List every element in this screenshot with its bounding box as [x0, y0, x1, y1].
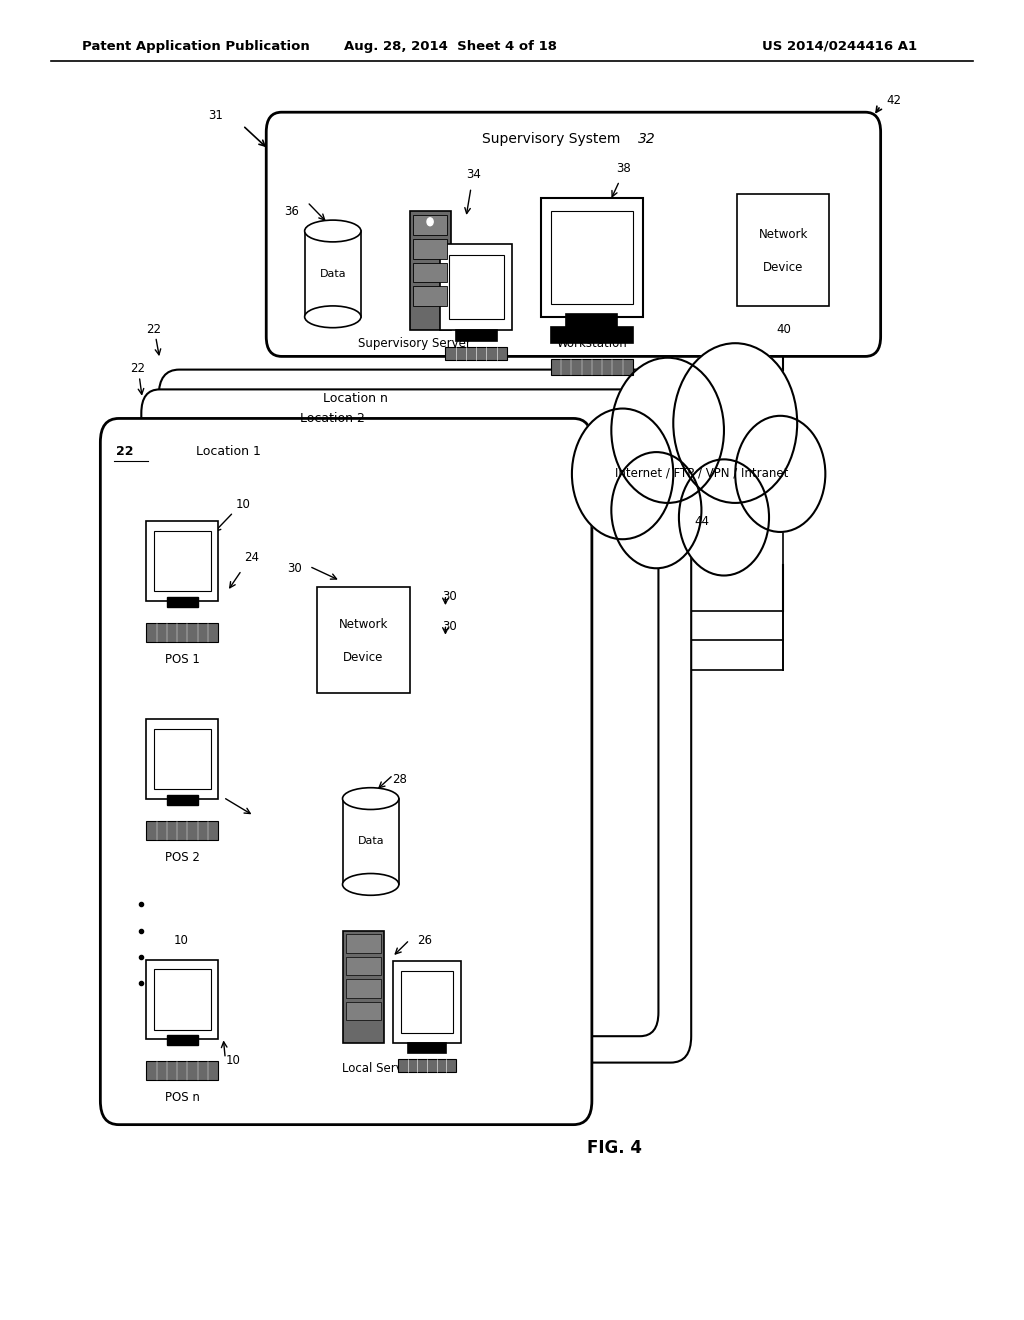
Text: 44: 44 [694, 515, 709, 528]
Bar [413, 239, 447, 259]
Circle shape [611, 358, 724, 503]
Bar [343, 931, 384, 1043]
Bar [551, 327, 633, 343]
Text: 22: 22 [146, 322, 162, 335]
Text: 30: 30 [288, 561, 302, 574]
Bar [346, 1002, 381, 1020]
Text: 10: 10 [236, 498, 251, 511]
Ellipse shape [305, 306, 361, 327]
Text: Location 1: Location 1 [196, 445, 261, 458]
Text: 32: 32 [638, 132, 656, 145]
Text: Data: Data [319, 269, 346, 279]
Bar [146, 521, 218, 601]
Text: Location 2: Location 2 [300, 412, 366, 425]
Text: Local Server: Local Server [342, 1061, 416, 1074]
Bar [154, 969, 211, 1030]
Text: Patent Application Publication: Patent Application Publication [82, 40, 309, 53]
Text: Location n: Location n [324, 392, 388, 405]
Text: Workstation: Workstation [556, 337, 628, 350]
Circle shape [611, 451, 701, 568]
Bar [445, 347, 507, 360]
FancyBboxPatch shape [100, 418, 592, 1125]
Bar [440, 244, 512, 330]
Bar [346, 935, 381, 953]
Bar [146, 719, 218, 799]
Text: 26: 26 [417, 933, 432, 946]
Text: 24: 24 [244, 550, 259, 564]
Text: FIG. 4: FIG. 4 [587, 1139, 642, 1158]
Bar [413, 263, 447, 282]
Bar [400, 972, 454, 1032]
Bar [737, 194, 829, 306]
Bar [551, 359, 633, 375]
Text: 38: 38 [616, 161, 631, 174]
Text: 10: 10 [174, 933, 189, 946]
Bar [342, 799, 398, 884]
Bar [146, 821, 218, 840]
Text: US 2014/0244416 A1: US 2014/0244416 A1 [762, 40, 918, 53]
Bar [541, 198, 643, 317]
Bar [413, 215, 447, 235]
Text: 34: 34 [466, 168, 481, 181]
Text: Internet / FTP / VPN / Intranet: Internet / FTP / VPN / Intranet [614, 466, 788, 479]
Bar [566, 314, 617, 330]
Bar [146, 623, 218, 642]
Bar [146, 960, 218, 1039]
Text: 31: 31 [208, 108, 223, 121]
Bar [154, 531, 211, 591]
Bar [146, 1061, 218, 1080]
Text: Network: Network [759, 228, 808, 240]
Circle shape [427, 218, 433, 226]
Circle shape [679, 459, 769, 576]
Ellipse shape [342, 788, 399, 809]
Text: 22: 22 [130, 362, 145, 375]
Text: 30: 30 [442, 619, 457, 632]
Text: Network: Network [339, 618, 388, 631]
Text: Supervisory Server: Supervisory Server [358, 337, 471, 350]
Text: Data: Data [357, 837, 384, 846]
Text: Aug. 28, 2014  Sheet 4 of 18: Aug. 28, 2014 Sheet 4 of 18 [344, 40, 557, 53]
Bar [413, 286, 447, 306]
Circle shape [735, 416, 825, 532]
Ellipse shape [342, 874, 399, 895]
FancyBboxPatch shape [141, 389, 658, 1036]
Ellipse shape [305, 220, 361, 242]
Bar [397, 1059, 456, 1072]
Bar [393, 961, 461, 1043]
Text: Device: Device [343, 651, 384, 664]
Text: POS 1: POS 1 [165, 652, 200, 665]
FancyBboxPatch shape [266, 112, 881, 356]
Bar [154, 729, 211, 789]
Bar [167, 795, 198, 805]
Text: 42: 42 [887, 94, 902, 107]
Bar [449, 255, 504, 319]
Bar [305, 231, 360, 317]
Text: 22: 22 [116, 445, 133, 458]
Text: Device: Device [763, 261, 804, 273]
Bar [346, 979, 381, 998]
Text: 40: 40 [776, 322, 791, 335]
Text: 28: 28 [392, 772, 407, 785]
Circle shape [674, 343, 798, 503]
Text: Supervisory System: Supervisory System [481, 132, 625, 145]
Text: POS n: POS n [165, 1090, 200, 1104]
Text: 10: 10 [225, 1053, 241, 1067]
Bar [408, 1043, 446, 1053]
Bar [317, 587, 410, 693]
Text: 36: 36 [285, 205, 299, 218]
Text: POS 2: POS 2 [165, 850, 200, 863]
Circle shape [572, 409, 674, 540]
Bar [346, 957, 381, 975]
Bar [167, 1035, 198, 1045]
Bar [410, 211, 451, 330]
FancyBboxPatch shape [159, 370, 691, 1063]
Text: 30: 30 [442, 590, 457, 603]
Bar [456, 330, 497, 341]
Bar [551, 211, 633, 304]
Bar [167, 597, 198, 607]
